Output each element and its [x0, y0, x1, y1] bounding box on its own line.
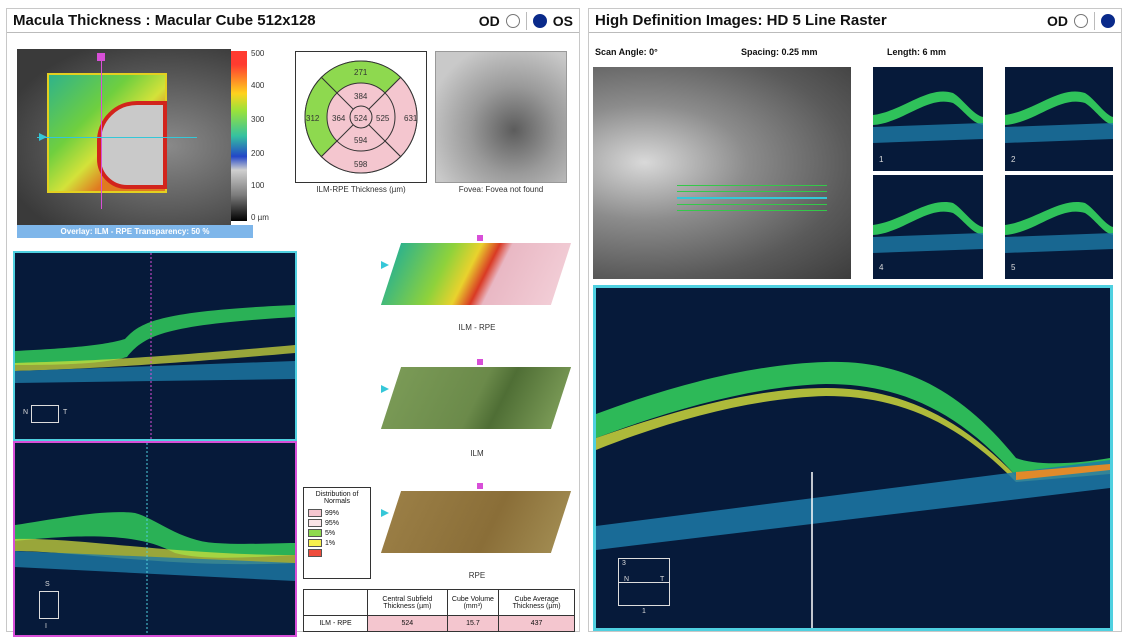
legend-swatch-99: [308, 509, 322, 517]
legend-swatch-0: [308, 549, 322, 557]
table-header-volume: Cube Volume (mm³): [447, 590, 499, 616]
legend-swatch-5: [308, 529, 322, 537]
outer-nasal-value: 312: [306, 114, 319, 123]
scale-tick-0: 0 µm: [251, 213, 269, 222]
raster-thumb-5[interactable]: 5: [1005, 175, 1113, 279]
table-row-label: ILM - RPE: [304, 616, 368, 632]
bscan-orientation-box: [31, 405, 59, 423]
table-cell-volume: 15.7: [447, 616, 499, 632]
thumb-label-1: 1: [879, 155, 883, 164]
thickness-overlay-image[interactable]: [17, 49, 231, 225]
normals-legend: Distribution of Normals 99% 95% 5% 1%: [303, 487, 371, 579]
center-thickness-value: 524: [354, 114, 367, 123]
vbscan-orientation-box: [39, 591, 59, 619]
scan-angle-label: Scan Angle: 0°: [595, 47, 658, 57]
inner-inferior-value: 594: [354, 136, 367, 145]
scale-tick-200: 200: [251, 149, 264, 158]
orientation-t: T: [63, 409, 67, 416]
surface-ilm[interactable]: [379, 359, 575, 439]
overlay-settings-bar[interactable]: Overlay: ILM - RPE Transparency: 50 %: [17, 225, 253, 238]
inner-temporal-value: 525: [376, 114, 389, 123]
macula-panel-header: Macula Thickness : Macular Cube 512x128 …: [7, 9, 579, 33]
macula-thickness-panel: Macula Thickness : Macular Cube 512x128 …: [6, 8, 580, 632]
surface-ilm-rpe[interactable]: [379, 235, 575, 315]
vertical-bscan[interactable]: S I: [13, 441, 297, 637]
table-cell-central: 524: [368, 616, 448, 632]
hd-bscan-layers: [596, 288, 1110, 628]
fovea-caption: Fovea: Fovea not found: [435, 185, 567, 194]
hd-od-label: OD: [1047, 13, 1068, 29]
hd-orientation-s: 3: [622, 560, 626, 567]
inner-nasal-value: 364: [332, 114, 345, 123]
surface-rpe[interactable]: [379, 483, 575, 563]
raster-thumb-2[interactable]: 2: [1005, 67, 1113, 171]
legend-swatch-1: [308, 539, 322, 547]
summary-table: Central Subfield Thickness (µm) Cube Vol…: [303, 589, 575, 632]
od-radio[interactable]: [506, 14, 520, 28]
hd-orientation-t: T: [660, 576, 664, 583]
legend-title: Distribution of Normals: [308, 491, 366, 505]
raster-thumb-4[interactable]: 4: [873, 175, 983, 279]
orientation-i: I: [45, 623, 47, 630]
legend-label-5: 5%: [325, 530, 335, 537]
thumb-label-2: 2: [1011, 155, 1015, 164]
horizontal-bscan[interactable]: N T: [13, 251, 297, 441]
hd-large-bscan[interactable]: N T 3 1: [593, 285, 1113, 631]
raster-fundus-image[interactable]: [593, 67, 851, 279]
hd-raster-panel: High Definition Images: HD 5 Line Raster…: [588, 8, 1122, 632]
legend-label-1: 1%: [325, 540, 335, 547]
inner-superior-value: 384: [354, 92, 367, 101]
outer-superior-value: 271: [354, 68, 367, 77]
scale-tick-500: 500: [251, 49, 264, 58]
table-header-central: Central Subfield Thickness (µm): [368, 590, 448, 616]
surface-caption-rpe: RPE: [427, 571, 527, 580]
hd-panel-title: High Definition Images: HD 5 Line Raster: [595, 12, 1047, 29]
scale-tick-400: 400: [251, 81, 264, 90]
legend-swatch-95: [308, 519, 322, 527]
od-label: OD: [479, 13, 500, 29]
hd-panel-header: High Definition Images: HD 5 Line Raster…: [589, 9, 1121, 33]
scale-tick-100: 100: [251, 181, 264, 190]
os-radio[interactable]: [533, 14, 547, 28]
length-label: Length: 6 mm: [887, 47, 946, 57]
hd-orientation-n: N: [624, 576, 629, 583]
outer-inferior-value: 598: [354, 160, 367, 169]
legend-label-99: 99%: [325, 510, 339, 517]
hd-od-radio[interactable]: [1074, 14, 1088, 28]
raster-thumb-1[interactable]: 1: [873, 67, 983, 171]
orientation-n: N: [23, 409, 28, 416]
table-header-average: Cube Average Thickness (µm): [499, 590, 575, 616]
thickness-map-caption: ILM-RPE Thickness (µm): [295, 185, 427, 194]
macula-panel-title: Macula Thickness : Macular Cube 512x128: [13, 12, 479, 29]
hd-os-radio[interactable]: [1101, 14, 1115, 28]
legend-label-95: 95%: [325, 520, 339, 527]
thumb-label-4: 4: [879, 263, 883, 272]
thickness-color-scale: [231, 51, 247, 221]
table-header-empty: [304, 590, 368, 616]
hd-orientation-i: 1: [642, 608, 646, 615]
surface-caption-ilm-rpe: ILM - RPE: [427, 323, 527, 332]
outer-temporal-value: 631: [404, 114, 417, 123]
thumb-label-5: 5: [1011, 263, 1015, 272]
spacing-label: Spacing: 0.25 mm: [741, 47, 818, 57]
thickness-map-frame: 271 312 631 598 384 364 525 594 524: [295, 51, 427, 183]
orientation-s: S: [45, 581, 50, 588]
scale-tick-300: 300: [251, 115, 264, 124]
fovea-fundus-image[interactable]: [435, 51, 567, 183]
surface-caption-ilm: ILM: [427, 449, 527, 458]
table-cell-average: 437: [499, 616, 575, 632]
os-label: OS: [553, 13, 573, 29]
